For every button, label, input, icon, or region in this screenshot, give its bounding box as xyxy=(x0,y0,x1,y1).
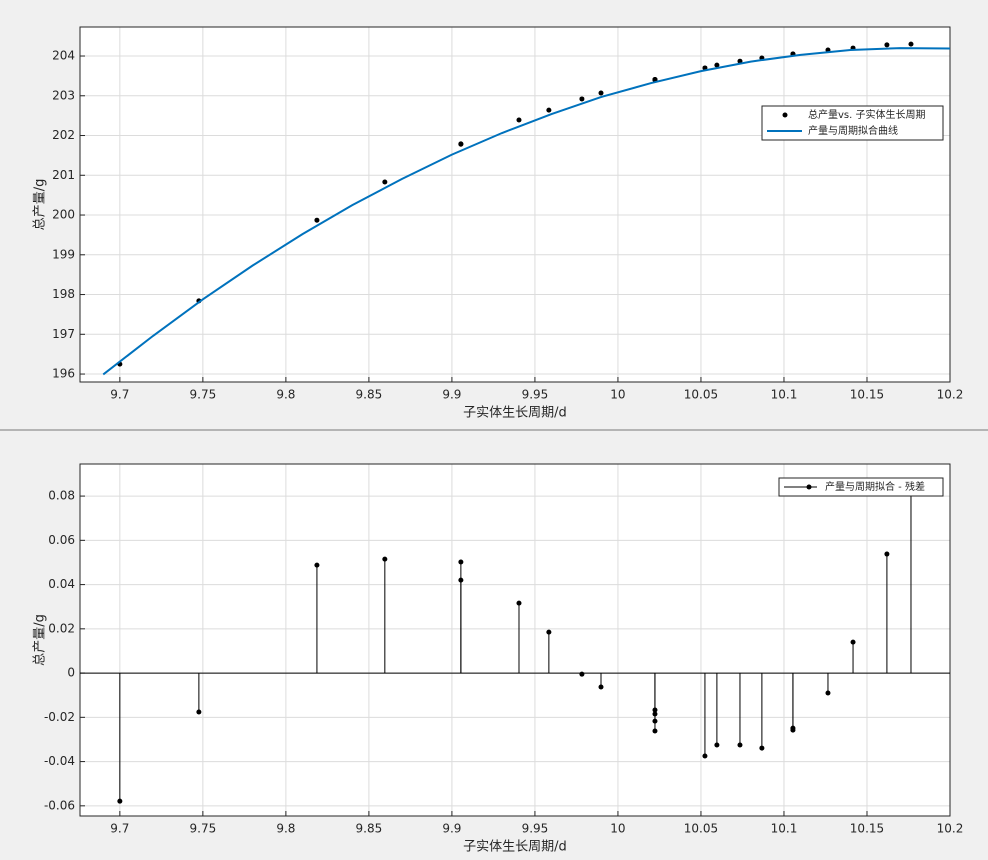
fit-line xyxy=(102,47,950,376)
x-tick-label: 10.15 xyxy=(850,388,884,402)
stem-marker xyxy=(598,684,604,690)
legend-swatch xyxy=(806,484,812,490)
plot-marks xyxy=(80,478,950,804)
stem-marker xyxy=(516,600,522,606)
stem-marker xyxy=(850,639,856,645)
x-tick-label: 9.95 xyxy=(522,822,549,836)
axes-box xyxy=(79,463,951,817)
y-tick-label: 198 xyxy=(52,287,75,301)
axes-box xyxy=(79,26,951,383)
stem-marker xyxy=(825,690,831,696)
y-tick-label: -0.02 xyxy=(44,710,75,724)
stem-marker xyxy=(737,742,743,748)
stem-marker xyxy=(702,753,708,759)
legend-label: 产量与周期拟合 - 残差 xyxy=(825,480,925,493)
x-tick-label: 9.9 xyxy=(442,822,461,836)
x-tick-label: 10.15 xyxy=(850,822,884,836)
data-point xyxy=(598,90,604,96)
legend-box xyxy=(778,477,944,497)
data-point xyxy=(714,62,720,68)
x-tick-label: 10.05 xyxy=(684,388,718,402)
legend-swatch xyxy=(782,112,788,118)
data-point xyxy=(458,141,464,147)
data-point xyxy=(884,42,890,48)
x-tick-label: 10.1 xyxy=(771,388,798,402)
x-tick-label: 9.85 xyxy=(356,388,383,402)
x-tick-label: 9.9 xyxy=(442,388,461,402)
stem-marker xyxy=(759,745,765,751)
x-tick-label: 9.7 xyxy=(110,822,129,836)
stem-marker xyxy=(579,671,585,677)
data-point xyxy=(908,41,914,47)
legend: 产量与周期拟合 - 残差 xyxy=(778,477,944,497)
data-point xyxy=(579,96,585,102)
data-point xyxy=(314,217,320,223)
stem-marker xyxy=(546,629,552,635)
y-axis-label: 总产量/g xyxy=(33,614,48,666)
data-point xyxy=(516,117,522,123)
stem-marker xyxy=(790,727,796,733)
y-tick-label: 201 xyxy=(52,168,75,182)
x-tick-label: 9.95 xyxy=(522,388,549,402)
data-point xyxy=(546,107,552,113)
x-tick-label: 9.75 xyxy=(190,822,217,836)
stem-marker xyxy=(884,551,890,557)
plot-area xyxy=(80,464,950,816)
stem-marker xyxy=(458,577,464,583)
x-tick-label: 10.1 xyxy=(771,822,798,836)
x-tick-label: 9.75 xyxy=(190,388,217,402)
y-tick-label: 196 xyxy=(52,367,75,381)
x-tick-label: 10.2 xyxy=(937,822,964,836)
x-tick-label: 10 xyxy=(610,388,625,402)
y-tick-label: 0.08 xyxy=(48,489,75,503)
y-tick-label: 0 xyxy=(67,666,75,680)
plot-area xyxy=(80,27,950,382)
x-tick-label: 10.05 xyxy=(684,822,718,836)
y-tick-label: -0.04 xyxy=(44,754,75,768)
stem-marker xyxy=(196,709,202,715)
x-tick-label: 9.8 xyxy=(276,822,295,836)
x-axis-label: 子实体生长周期/d xyxy=(463,840,567,855)
x-tick-label: 9.7 xyxy=(110,388,129,402)
y-tick-label: 0.06 xyxy=(48,533,75,547)
x-tick-label: 9.85 xyxy=(356,822,383,836)
y-tick-label: 0.02 xyxy=(48,621,75,635)
x-tick-label: 10.2 xyxy=(937,388,964,402)
y-tick-label: -0.06 xyxy=(44,798,75,812)
y-tick-label: 204 xyxy=(52,49,75,63)
legend-label: 总产量vs. 子实体生长周期 xyxy=(808,108,926,121)
axes: 9.7 9.75 9.8 9.85 9.9 9.95 10 10.05 10.1 10.15 10.… xyxy=(33,463,964,855)
stem-marker xyxy=(314,562,320,568)
legend-box xyxy=(761,105,944,141)
stem-marker xyxy=(652,728,658,734)
x-axis-label: 子实体生长周期/d xyxy=(463,406,567,421)
y-tick-label: 200 xyxy=(52,208,75,222)
y-tick-label: 199 xyxy=(52,247,75,261)
stem-marker xyxy=(458,559,464,565)
stem-marker xyxy=(117,798,123,804)
x-tick-label: 10 xyxy=(610,822,625,836)
y-axis-label: 总产量/g xyxy=(33,179,48,231)
x-tick-label: 9.8 xyxy=(276,388,295,402)
y-tick-label: 203 xyxy=(52,88,75,102)
y-tick-label: 197 xyxy=(52,327,75,341)
y-tick-label: 0.04 xyxy=(48,577,75,591)
y-tick-label: 202 xyxy=(52,128,75,142)
plot-marks xyxy=(102,41,950,376)
stem-marker xyxy=(714,742,720,748)
data-point xyxy=(382,179,388,185)
stem-marker xyxy=(382,556,388,562)
axes: 9.7 9.75 9.8 9.85 9.9 9.95 10 10.05 10.1 10.15 10.… xyxy=(33,26,964,421)
legend-label: 产量与周期拟合曲线 xyxy=(808,124,898,137)
